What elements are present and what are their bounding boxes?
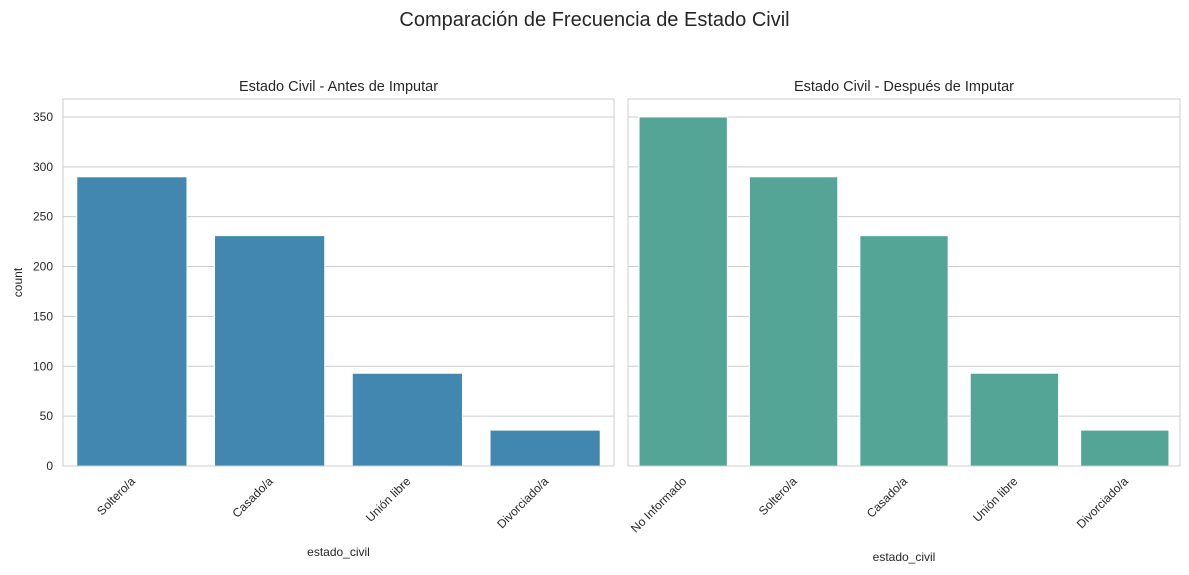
bar-union-libre: [969, 372, 1060, 467]
y-tick-label: 350: [33, 110, 53, 124]
y-tick-label: 50: [40, 409, 54, 423]
bar-casado-a: [859, 235, 949, 467]
chart-panel-before-imputation: 0 50 100 150 200 250 300 350 Soltero/a Casado/a Un…: [11, 79, 615, 559]
x-tick-label: Soltero/a: [756, 474, 800, 518]
x-tick-label: Unión libre: [363, 474, 414, 525]
y-axis-label: count: [11, 267, 25, 297]
y-tick-label: 250: [33, 210, 53, 224]
bar-soltero-a: [748, 176, 839, 467]
y-tick-label: 100: [33, 359, 53, 373]
figure-title: Comparación de Frecuencia de Estado Civi…: [399, 9, 789, 31]
bar-no-informado: [638, 116, 728, 467]
panel-title: Estado Civil - Antes de Imputar: [239, 79, 438, 95]
x-axis-label: estado_civil: [307, 545, 370, 559]
x-tick-label: Soltero/a: [94, 474, 138, 518]
x-axis-label: estado_civil: [873, 550, 936, 564]
chart-panel-after-imputation: No Informado Soltero/a Casado/a Unión libre…: [627, 79, 1181, 564]
bar-divorciado-a: [489, 429, 601, 467]
panel-title: Estado Civil - Después de Imputar: [794, 79, 1014, 95]
bar-divorciado-a: [1080, 429, 1170, 467]
x-tick-label: Unión libre: [970, 474, 1021, 525]
x-tick-label: No Informado: [628, 474, 690, 536]
x-tick-label: Divorciado/a: [1074, 474, 1131, 531]
plot-frame: [62, 98, 615, 467]
y-tick-label: 300: [33, 160, 53, 174]
x-tick-label: Casado/a: [230, 474, 276, 520]
bar-casado-a: [214, 235, 326, 467]
bar-union-libre: [351, 372, 463, 467]
y-tick-label: 150: [33, 309, 53, 323]
y-tick-label: 0: [46, 459, 53, 473]
x-tick-label: Casado/a: [864, 474, 910, 520]
y-tick-label: 200: [33, 260, 53, 274]
plot-frame: [627, 98, 1181, 467]
bar-soltero-a: [76, 176, 188, 467]
x-tick-label: Divorciado/a: [494, 474, 551, 531]
